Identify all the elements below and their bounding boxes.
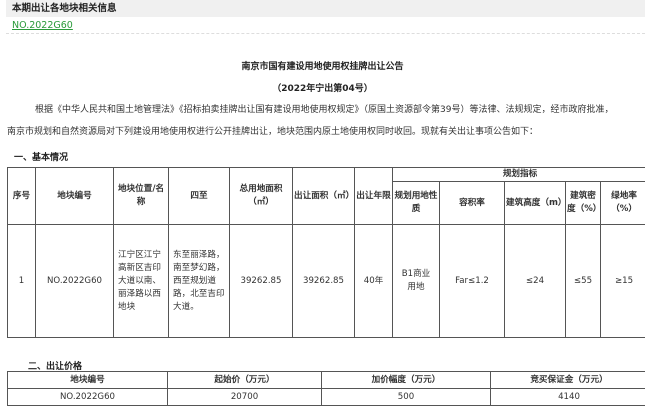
- header-sale-area: 出让面积（㎡）: [292, 167, 355, 225]
- header-total-area: 总用地面积（㎡）: [229, 167, 293, 225]
- header-boundaries: 四至: [168, 167, 230, 225]
- cell-total-area: 39262.85: [229, 224, 293, 338]
- cell-parcel-no: NO.2022G60: [35, 224, 114, 338]
- cell-density: ≤55: [565, 224, 601, 338]
- cell-seq: 1: [7, 224, 36, 338]
- notice-paragraph-line2: 南京市规划和自然资源局对下列建设用地使用权进行公开挂牌出让，地块范围内原土地使用…: [7, 127, 539, 137]
- notice-paragraph-line1: 根据《中华人民共和国土地管理法》《招标拍卖挂牌出让国有建设用地使用权规定》（原国…: [35, 105, 614, 115]
- cell-location: 江宁区江宁高新区吉印大道以南、丽泽路以西地块: [113, 224, 169, 338]
- header-parcel-no: 地块编号: [7, 371, 168, 389]
- header-term: 出让年限: [354, 167, 393, 225]
- header-parcel-no: 地块编号: [35, 167, 114, 225]
- price-table: 地块编号 起始价（万元） 加价幅度（万元） 竞买保证金（万元） NO.2022G…: [7, 371, 645, 406]
- cell-term: 40年: [354, 224, 393, 338]
- cell-sale-area: 39262.85: [292, 224, 355, 338]
- header-green: 绿地率（%）: [599, 181, 645, 225]
- table-row: 1 NO.2022G60 江宁区江宁高新区吉印大道以南、丽泽路以西地块 东至丽泽…: [7, 224, 645, 338]
- notice-title: 南京市国有建设用地使用权挂牌出让公告: [241, 62, 404, 72]
- section1-title: 一、基本情况: [14, 153, 69, 163]
- parcel-link-row: NO.2022G60: [6, 17, 645, 34]
- header-seq: 序号: [7, 167, 36, 225]
- header-start-price: 起始价（万元）: [167, 371, 322, 389]
- header-far: 容积率: [439, 181, 505, 225]
- header-deposit: 竞买保证金（万元）: [490, 371, 645, 389]
- section-header: 本期出让各地块相关信息: [6, 0, 645, 17]
- cell-increment: 500: [321, 388, 491, 406]
- table-row: NO.2022G60 20700 500 4140: [7, 388, 645, 406]
- cell-far: Far≤1.2: [439, 224, 505, 338]
- header-land-use: 规划用地性质: [392, 181, 440, 225]
- header-increment: 加价幅度（万元）: [321, 371, 491, 389]
- cell-deposit: 4140: [490, 388, 645, 406]
- cell-parcel-no: NO.2022G60: [7, 388, 168, 406]
- header-density: 建筑密度（%）: [565, 181, 601, 225]
- cell-height: ≤24: [504, 224, 566, 338]
- cell-green: ≥15: [599, 224, 645, 338]
- notice-subtitle: （2022年宁出第04号）: [272, 84, 373, 94]
- parcel-link[interactable]: NO.2022G60: [12, 20, 73, 31]
- section2-title: 二、出让价格: [28, 362, 83, 372]
- header-location: 地块位置/名称: [113, 167, 169, 225]
- header-height: 建筑高度（m）: [504, 181, 567, 225]
- cell-land-use: B1商业用地: [392, 224, 440, 338]
- basic-info-table: 序号 地块编号 地块位置/名称 四至 总用地面积（㎡） 出让面积（㎡） 出让年限…: [7, 167, 645, 338]
- header-planning: 规划指标: [391, 167, 645, 182]
- cell-start-price: 20700: [167, 388, 322, 406]
- cell-boundaries: 东至丽泽路，南至梦幻路，西至规划道路，北至吉印大道。: [168, 224, 230, 338]
